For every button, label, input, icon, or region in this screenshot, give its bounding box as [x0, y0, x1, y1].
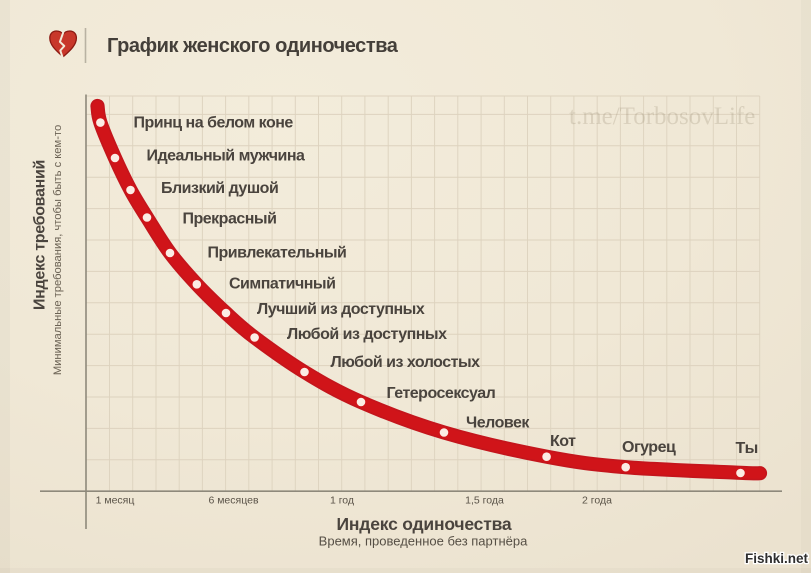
svg-text:Индекс требований: Индекс требований	[32, 160, 49, 310]
svg-text:t.me/TorbosovLife: t.me/TorbosovLife	[569, 103, 755, 130]
svg-text:1 год: 1 год	[330, 495, 354, 507]
svg-text:Время, проведенное без партнёр: Время, проведенное без партнёра	[319, 534, 528, 549]
svg-text:6 месяцев: 6 месяцев	[208, 495, 258, 507]
svg-text:Ты: Ты	[736, 440, 758, 457]
svg-text:1,5 года: 1,5 года	[465, 495, 504, 507]
svg-text:Огурец: Огурец	[622, 439, 676, 456]
svg-text:Минимальные требования, чтобы: Минимальные требования, чтобы быть с кем…	[52, 125, 64, 375]
svg-text:Идеальный мужчина: Идеальный мужчина	[147, 148, 306, 165]
svg-text:Гетеросексуал: Гетеросексуал	[387, 385, 496, 402]
svg-text:График женского одиночества: График женского одиночества	[107, 35, 399, 57]
svg-text:Привлекательный: Привлекательный	[208, 245, 347, 262]
svg-text:Принц на белом коне: Принц на белом коне	[134, 115, 294, 132]
svg-text:Симпатичный: Симпатичный	[229, 276, 335, 293]
svg-text:Близкий душой: Близкий душой	[161, 180, 278, 197]
svg-text:Любой из холостых: Любой из холостых	[331, 354, 481, 371]
svg-text:Прекрасный: Прекрасный	[183, 211, 277, 228]
svg-text:Индекс одиночества: Индекс одиночества	[337, 514, 512, 534]
svg-text:1 месяц: 1 месяц	[96, 495, 135, 507]
svg-text:Любой из доступных: Любой из доступных	[287, 326, 447, 343]
svg-text:Fishki.net: Fishki.net	[745, 551, 809, 566]
svg-text:Человек: Человек	[466, 415, 530, 432]
svg-text:Кот: Кот	[550, 433, 576, 450]
svg-text:2 года: 2 года	[582, 495, 612, 507]
svg-text:Лучший из доступных: Лучший из доступных	[257, 301, 425, 318]
